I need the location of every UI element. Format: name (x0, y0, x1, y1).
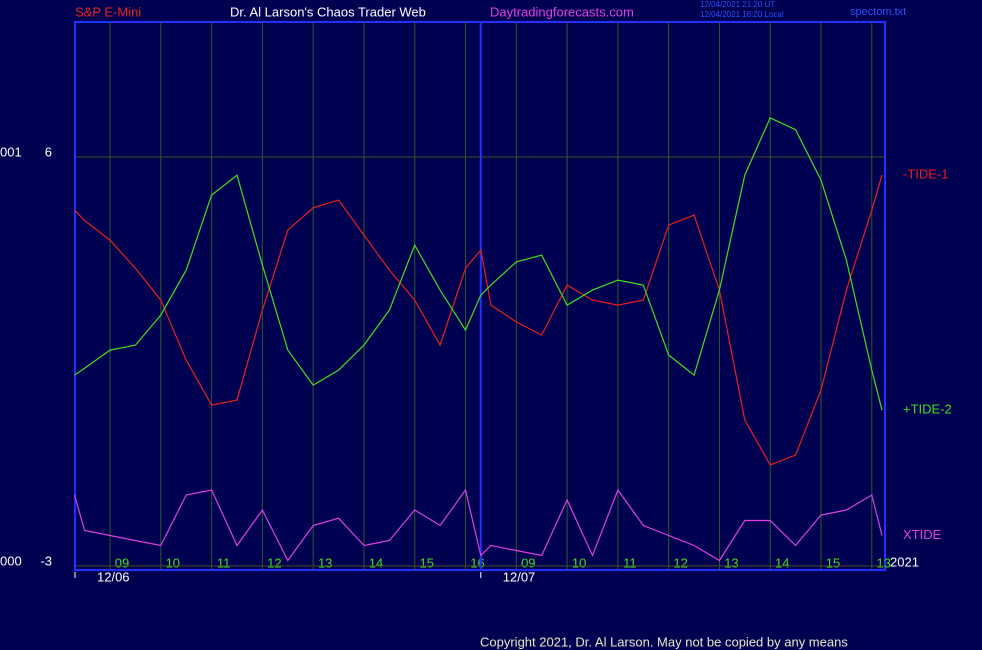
left-label: 001 (0, 144, 22, 159)
x-tick-label: 10 (166, 555, 180, 570)
left-label: 000 (0, 553, 22, 568)
copyright: Copyright 2021, Dr. Al Larson. May not b… (480, 634, 848, 649)
x-tick-label: 10 (572, 555, 586, 570)
year: 2021 (890, 554, 919, 569)
x-tick-label: 11 (623, 555, 637, 570)
day-label: 12/07 (503, 569, 536, 584)
site: Daytradingforecasts.com (490, 4, 634, 19)
series-line (74, 117, 883, 411)
stamp-ut: 12/04/2021 21:20 UT (700, 0, 775, 9)
y-tick-label: -3 (40, 553, 52, 568)
series-label: -TIDE-1 (903, 167, 949, 182)
x-tick-label: 12 (267, 555, 281, 570)
x-tick-label: 09 (115, 555, 129, 570)
x-tick-label: 13 (318, 555, 332, 570)
series-line (73, 488, 883, 562)
x-tick-label: 12 (673, 555, 687, 570)
y-tick-label: 6 (45, 144, 52, 159)
series-label: XTIDE (903, 527, 942, 542)
file: spectom.txt (850, 6, 906, 18)
x-tick-label: 14 (369, 555, 383, 570)
series-line (74, 174, 883, 466)
x-tick-label: 09 (521, 555, 535, 570)
x-tick-label: 15 (420, 555, 434, 570)
stamp-local: 12/04/2021 16:20 Local (700, 10, 784, 19)
x-tick-label: 13 (877, 555, 891, 570)
title: Dr. Al Larson's Chaos Trader Web (230, 4, 426, 19)
x-tick-label: 15 (826, 555, 840, 570)
x-tick-label: 11 (217, 555, 231, 570)
x-tick-label: 16 (470, 555, 484, 570)
x-tick-label: 13 (724, 555, 738, 570)
symbol: S&P E-Mini (75, 4, 141, 19)
day-label: 12/06 (97, 569, 130, 584)
series-label: +TIDE-2 (903, 401, 952, 416)
x-tick-label: 14 (775, 555, 789, 570)
